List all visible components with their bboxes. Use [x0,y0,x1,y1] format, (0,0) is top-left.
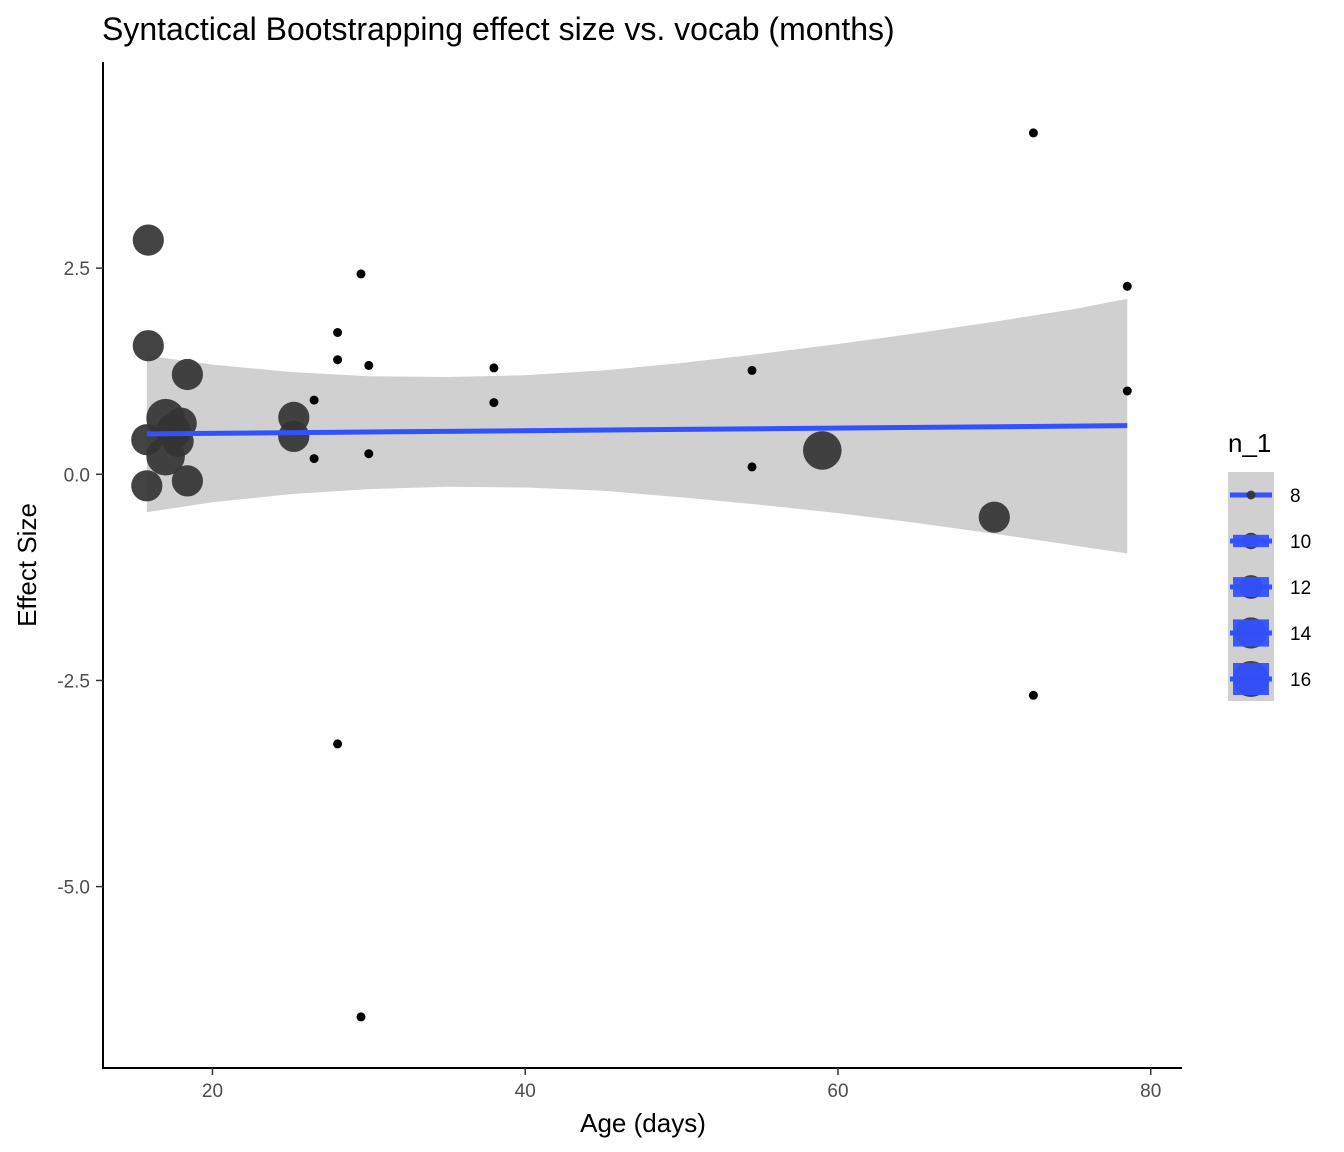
y-tick-label: -2.5 [57,671,90,692]
data-point [356,269,366,279]
data-point [333,328,343,337]
x-tick-label: 20 [202,1081,223,1102]
chart-title: Syntactical Bootstrapping effect size vs… [102,11,895,47]
data-point [1122,281,1132,291]
legend-key-fill [1233,534,1269,548]
confidence-band [146,298,1128,554]
y-tick-label: -5.0 [57,878,90,899]
y-tick-label: 2.5 [64,259,90,280]
data-point [132,224,164,256]
data-points-layer [131,128,1132,1022]
data-point [171,358,203,391]
data-point [978,501,1010,533]
data-point [1028,128,1038,138]
data-point [165,407,197,439]
data-point [803,431,842,470]
data-point [333,739,343,749]
x-axis-title: Age (days) [580,1108,706,1138]
legend-key-point [1246,490,1256,500]
y-axis-title: Effect Size [12,503,42,627]
data-point [132,330,164,362]
x-tick-label: 80 [1140,1081,1161,1102]
legend-label: 8 [1290,486,1301,507]
legend-label: 10 [1290,532,1311,553]
y-tick-label: 0.0 [64,465,90,486]
data-point [171,465,203,497]
trend-line-layer [146,423,1128,437]
legend-key-fill [1233,619,1269,647]
legend-label: 14 [1290,624,1312,645]
legend-entries: 8 10 12 14 16 [1228,472,1312,701]
data-point [747,462,757,472]
data-point [489,363,499,373]
legend-key-fill [1233,663,1269,695]
data-point [489,398,499,408]
legend-label: 12 [1290,578,1311,599]
data-point [747,365,757,375]
data-point [333,355,343,365]
data-point [1122,386,1132,396]
legend-title: n_1 [1228,428,1271,458]
data-point [364,360,374,370]
x-tick-label: 40 [515,1081,536,1102]
axes-layer [102,62,1182,1069]
legend-label: 16 [1290,670,1311,691]
legend: n_1 8 10 12 14 16 [1228,428,1312,701]
data-point [278,420,310,452]
data-point [131,470,163,502]
data-point [309,454,319,464]
legend-key-fill [1233,577,1269,597]
data-point [364,449,374,459]
data-point [1028,690,1038,700]
trend-line [146,423,1128,437]
ticks-layer: 20 40 60 80 2.5 0.0 -2.5 -5.0 [57,259,1161,1102]
confidence-band-layer [146,298,1128,554]
x-tick-label: 60 [827,1081,848,1102]
data-point [309,395,319,405]
data-point [356,1012,366,1022]
